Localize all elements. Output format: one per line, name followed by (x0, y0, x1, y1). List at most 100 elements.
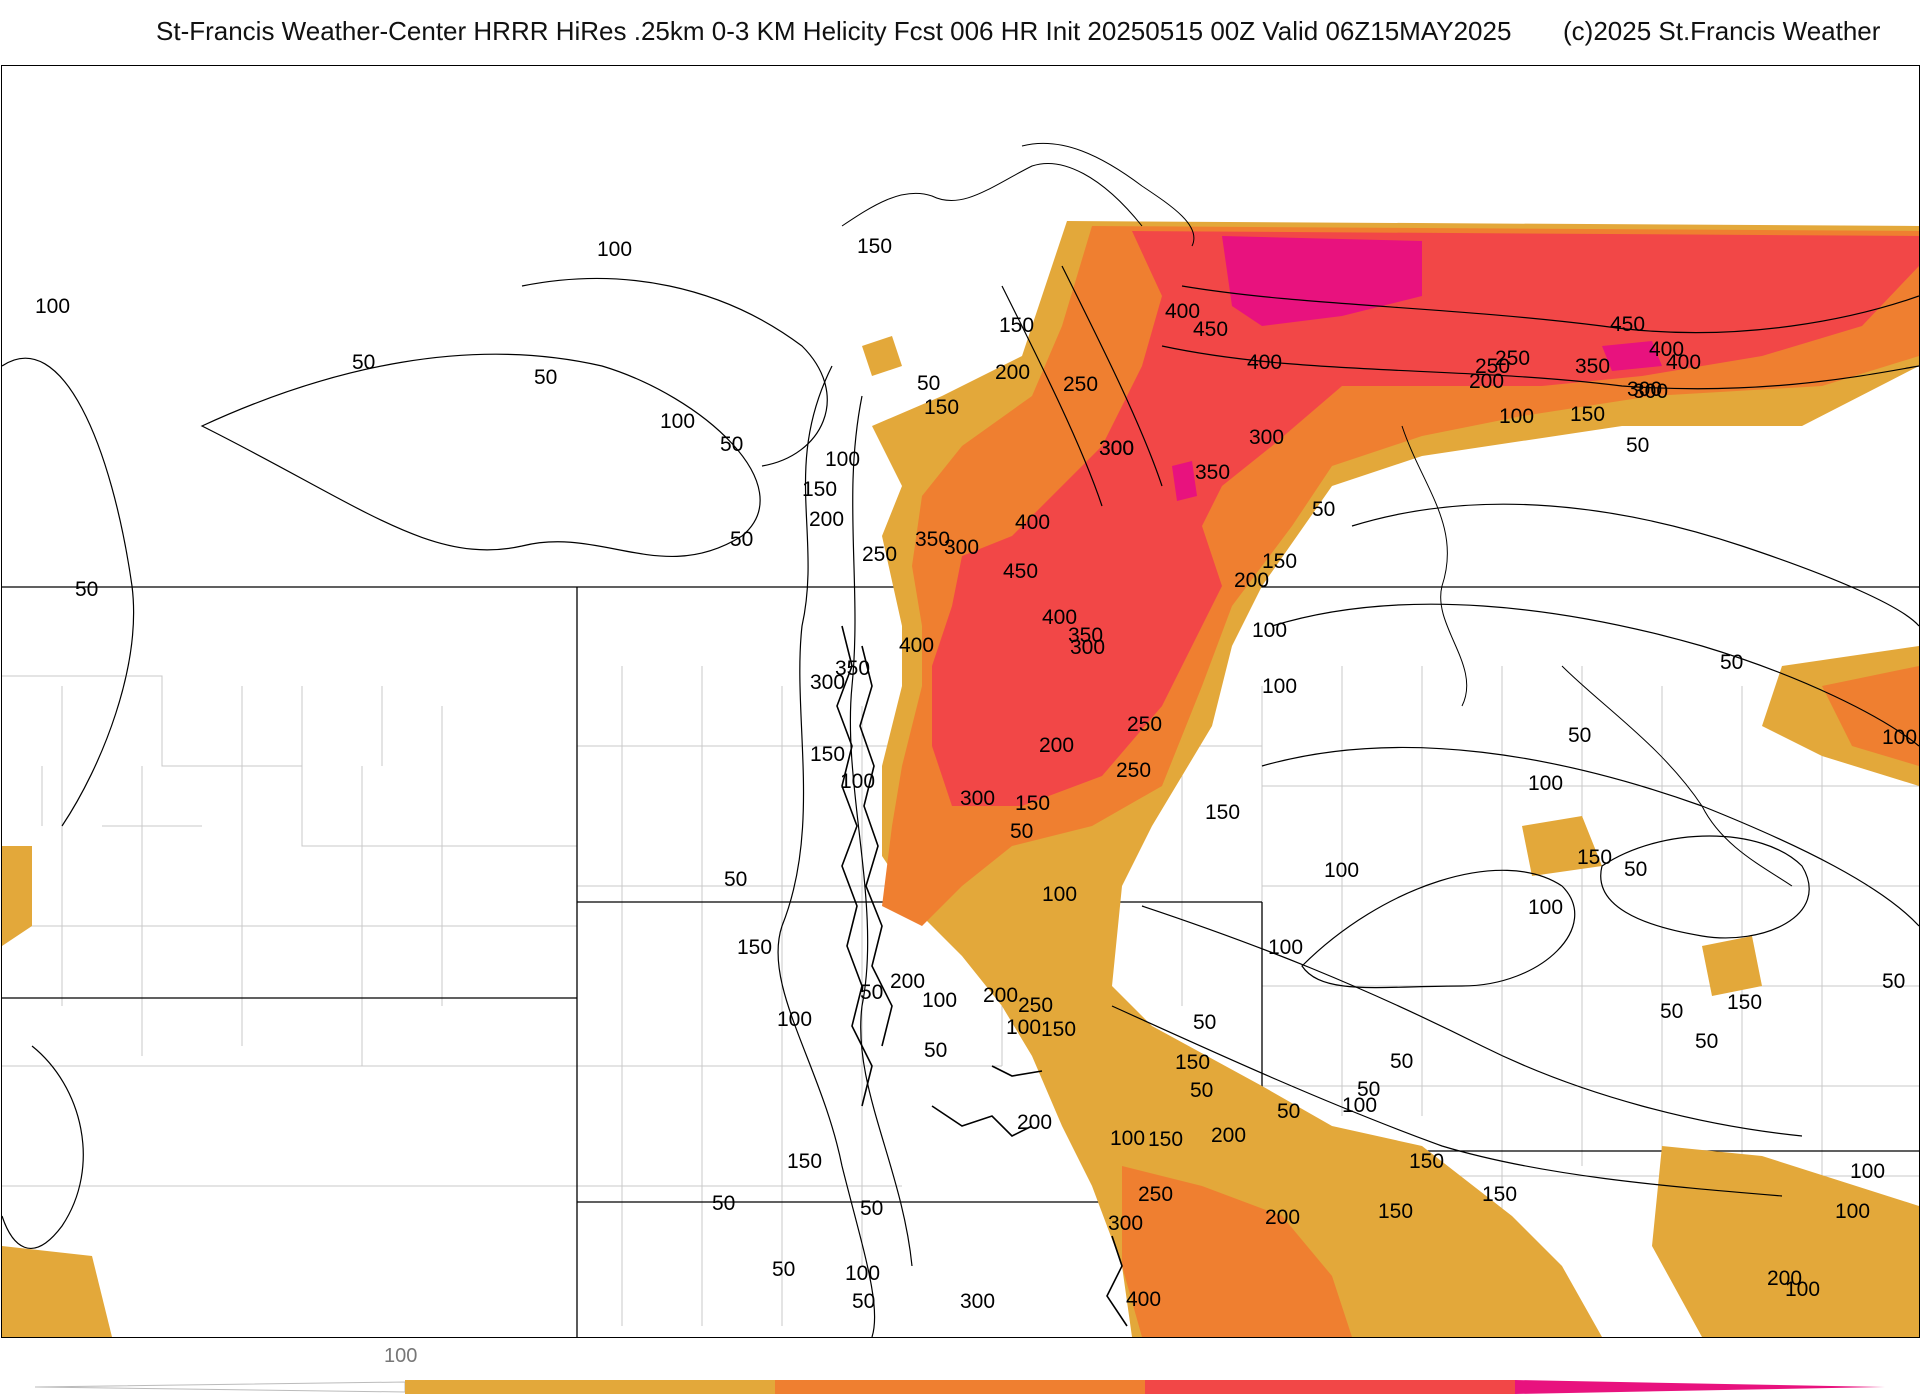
contour-label: 100 (1324, 859, 1359, 882)
contour-label: 150 (787, 1150, 822, 1173)
contour-label: 100 (1262, 675, 1297, 698)
contour-label: 250 (1127, 713, 1162, 736)
contour-label: 300 (1627, 378, 1662, 401)
contour-label: 100 (1268, 936, 1303, 959)
contour-label: 100 (1850, 1160, 1885, 1183)
contour-label: 400 (1666, 351, 1701, 374)
contour-label: 50 (1357, 1078, 1380, 1101)
contour-label: 50 (860, 981, 883, 1004)
contour-label: 400 (1247, 351, 1282, 374)
contour-label: 250 (1495, 347, 1530, 370)
contour-label: 450 (1003, 560, 1038, 583)
contour-label: 450 (1193, 318, 1228, 341)
contour-label: 350 (1068, 624, 1103, 647)
contour-label: 100 (1882, 726, 1917, 749)
contour-label: 50 (772, 1258, 795, 1281)
contour-label: 100 (845, 1262, 880, 1285)
contour-label: 50 (730, 528, 753, 551)
colorbar-segment-white (35, 1381, 406, 1393)
contour-label: 200 (1017, 1111, 1052, 1134)
contour-label: 50 (1624, 858, 1647, 881)
contour-label: 300 (1070, 636, 1105, 659)
terrain-contours (836, 625, 1128, 1327)
contour-label: 150 (1262, 550, 1297, 573)
contour-label: 50 (352, 351, 375, 374)
contour-label: 150 (1482, 1183, 1517, 1206)
contour-label: 100 (922, 989, 957, 1012)
colorbar-tick-label: 100 (384, 1345, 418, 1367)
helicity-map: 100 150 100 50 50 100 50 50 150 200 250 … (1, 65, 1920, 1338)
colorbar-segment-1 (405, 1380, 775, 1394)
contour-label: 50 (75, 578, 98, 601)
helicity-contours (2, 265, 1919, 1337)
contour-label: 100 (840, 770, 875, 793)
contour-label: 100 (660, 410, 695, 433)
contour-label: 150 (1570, 403, 1605, 426)
contour-label: 150 (1175, 1051, 1210, 1074)
contour-label: 150 (1577, 846, 1612, 869)
contour-label: 300 (1633, 380, 1668, 403)
contour-label: 150 (1015, 792, 1050, 815)
contour-label: 400 (1165, 300, 1200, 323)
contour-label: 50 (1193, 1011, 1216, 1034)
contour-label: 250 (1116, 759, 1151, 782)
contour-label: 200 (983, 984, 1018, 1007)
contour-label: 100 (825, 448, 860, 471)
contour-label: 50 (1695, 1030, 1718, 1053)
contour-label: 350 (835, 657, 870, 680)
contour-label: 50 (924, 1039, 947, 1062)
contour-label: 250 (1063, 373, 1098, 396)
contour-label: 100 (1252, 619, 1287, 642)
contour-label: 50 (1277, 1100, 1300, 1123)
contour-label: 100 (1110, 1127, 1145, 1150)
contour-label: 100 (1528, 772, 1563, 795)
contour-label: 50 (1882, 970, 1905, 993)
map-title-bar: St-Francis Weather-Center HRRR HiRes .25… (0, 16, 1920, 52)
copyright-label: (c)2025 St.Francis Weather (1563, 16, 1881, 46)
contour-label: 50 (724, 868, 747, 891)
contour-label: 150 (999, 314, 1034, 337)
contour-label: 50 (852, 1290, 875, 1313)
contour-label: 50 (1312, 498, 1335, 521)
contour-label: 200 (1234, 569, 1269, 592)
map-canvas: 100 150 100 50 50 100 50 50 150 200 250 … (2, 142, 1919, 1337)
contour-label: 100 (35, 295, 70, 318)
contour-label: 50 (534, 366, 557, 389)
contour-label: 300 (1108, 1212, 1143, 1235)
contour-label: 50 (1660, 1000, 1683, 1023)
contour-label: 150 (1409, 1150, 1444, 1173)
contour-label: 100 (1499, 405, 1534, 428)
contour-label: 250 (1475, 355, 1510, 378)
contour-label: 250 (1138, 1183, 1173, 1206)
contour-label: 50 (712, 1192, 735, 1215)
contour-label: 200 (1265, 1206, 1300, 1229)
contour-label: 100 (1835, 1200, 1870, 1223)
contour-label: 250 (862, 543, 897, 566)
contour-label: 300 (944, 536, 979, 559)
contour-label: 400 (1042, 606, 1077, 629)
contour-label: 50 (1190, 1079, 1213, 1102)
contour-label: 150 (802, 478, 837, 501)
colorbar-segment-2 (775, 1380, 1145, 1394)
contour-label: 350 (1195, 461, 1230, 484)
contour-label: 400 (1015, 511, 1050, 534)
contour-label: 150 (1205, 801, 1240, 824)
contour-label: 150 (810, 743, 845, 766)
contour-label: 350 (915, 528, 950, 551)
contour-label: 150 (1148, 1128, 1183, 1151)
contour-label: 150 (1041, 1018, 1076, 1041)
contour-label: 400 (1126, 1288, 1161, 1311)
contour-label: 50 (860, 1197, 883, 1220)
contour-label: 200 (1039, 734, 1074, 757)
geographic-outlines (841, 142, 1793, 887)
contour-label: 150 (857, 235, 892, 258)
colorbar-segment-3 (1145, 1380, 1515, 1394)
helicity-shading (2, 221, 1919, 1337)
contour-label: 150 (924, 396, 959, 419)
contour-label: 350 (1575, 355, 1610, 378)
contour-label: 100 (1342, 1094, 1377, 1117)
contour-label: 50 (720, 433, 743, 456)
contour-label: 200 (809, 508, 844, 531)
contour-label: 300 (960, 787, 995, 810)
contour-label: 50 (1010, 820, 1033, 843)
